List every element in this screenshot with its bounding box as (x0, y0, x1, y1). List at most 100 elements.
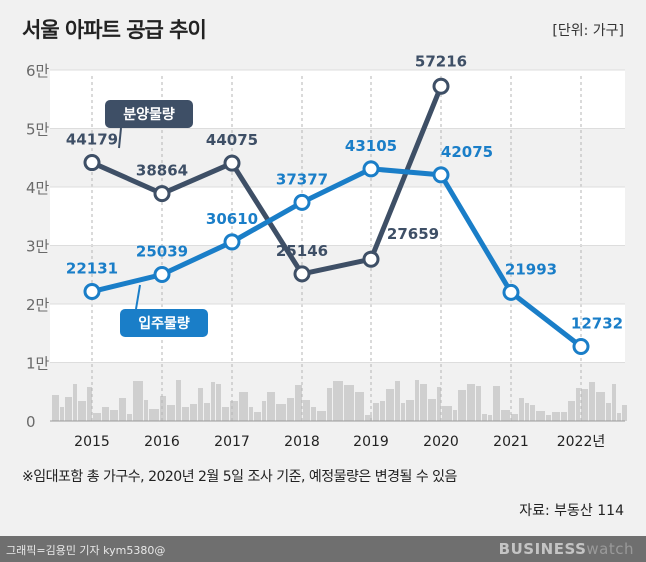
skyline-block (167, 405, 175, 421)
skyline-block (576, 388, 580, 421)
skyline-block (327, 388, 332, 421)
callout-box (120, 309, 208, 337)
skyline-block (420, 384, 427, 421)
skyline-block (589, 382, 595, 421)
skyline-block (344, 385, 354, 421)
skyline-block (546, 415, 551, 421)
y-tick-label: 1만 (26, 355, 50, 373)
skyline-block (78, 401, 86, 421)
x-axis: 2015 2016 2017 2018 2019 2020 2021 2022년 (74, 434, 605, 450)
skyline-block (254, 412, 261, 421)
skyline-block (52, 395, 59, 421)
skyline-block (65, 397, 72, 421)
skyline-block (211, 382, 215, 421)
skyline-block (222, 407, 229, 421)
y-tick-label: 5만 (26, 121, 50, 139)
skyline-block (102, 407, 109, 421)
skyline-block (317, 411, 326, 421)
callout-pointer (118, 127, 122, 149)
skyline-block (365, 415, 372, 421)
data-point (432, 166, 450, 184)
data-point (83, 154, 101, 172)
skyline-block (267, 392, 275, 421)
x-tick-label: 2022년 (557, 434, 606, 450)
skyline-block (149, 409, 159, 421)
skyline-block (493, 386, 500, 421)
data-label: 37377 (276, 170, 328, 188)
skyline-block (581, 389, 588, 421)
skyline-block (93, 413, 101, 421)
data-label: 30610 (206, 210, 258, 228)
skyline-block (182, 407, 189, 421)
skyline-block (511, 414, 518, 421)
data-label: 12732 (571, 315, 623, 333)
skyline-block (561, 412, 567, 421)
skyline-block (428, 399, 436, 421)
series-lines (90, 85, 583, 349)
data-point (83, 283, 101, 301)
skyline-block (395, 381, 400, 421)
x-tick-label: 2018 (284, 434, 320, 450)
data-point (153, 185, 171, 203)
grid-band (50, 187, 625, 246)
callout-pointer (135, 284, 141, 310)
skyline-block (596, 392, 605, 421)
footnote: ※임대포함 총 가구수, 2020년 2월 5일 조사 기준, 예정물량은 변경… (22, 469, 457, 485)
brand-logo: BUSINESSwatch (499, 540, 634, 558)
callout-box (105, 100, 193, 128)
data-point (293, 193, 311, 211)
skyline-block (617, 413, 621, 421)
skyline-block (401, 403, 405, 421)
footer-bar: 그래픽=김용민 기자 kym5380@ BUSINESSwatch (0, 536, 646, 562)
data-label: 21993 (505, 260, 557, 278)
skyline-block (482, 414, 487, 421)
skyline-block (525, 403, 529, 421)
y-tick-label: 2만 (26, 296, 50, 314)
data-label: 44075 (206, 131, 258, 149)
skyline-block (536, 411, 545, 421)
data-point (293, 265, 311, 283)
skyline-block (295, 385, 302, 421)
skyline-block (501, 410, 510, 421)
skyline-block (355, 392, 364, 421)
skyline-block (373, 403, 379, 421)
data-label: 44179 (66, 131, 118, 149)
data-label: 27659 (387, 225, 439, 243)
skyline-block (458, 390, 466, 421)
skyline-block (519, 398, 524, 421)
data-point (362, 160, 380, 178)
skyline-block (87, 387, 92, 421)
y-tick-label: 4만 (26, 179, 50, 197)
skyline-block (144, 400, 148, 421)
skyline-block (606, 403, 611, 421)
data-point (502, 283, 520, 301)
series-line (90, 85, 444, 277)
skyline-block (133, 381, 143, 421)
skyline-block (239, 392, 248, 421)
y-axis: 0 1만 2만 3만 4만 5만 6만 (26, 62, 625, 431)
data-labels: 44179 38864 44075 25146 27659 57216 22131 25039… (66, 52, 623, 332)
skyline-block (262, 401, 266, 421)
skyline-block (488, 415, 492, 421)
skyline-block (303, 400, 310, 421)
skyline-block (60, 407, 64, 421)
skyline-block (622, 405, 627, 421)
skyline-block (380, 401, 385, 421)
data-point (362, 250, 380, 268)
series-line (91, 166, 583, 349)
x-tick-label: 2017 (214, 434, 250, 450)
skyline-block (612, 384, 616, 421)
y-tick-label: 6만 (26, 62, 50, 80)
skyline-block (467, 384, 475, 421)
skyline-block (442, 406, 452, 421)
data-point (432, 77, 450, 95)
x-tick-label: 2021 (493, 434, 529, 450)
skyline-decoration (52, 380, 627, 421)
series-name-label: 입주물량 (138, 316, 190, 332)
credit-text: 그래픽=김용민 기자 kym5380@ (6, 544, 166, 557)
data-point (223, 154, 241, 172)
x-tick-label: 2016 (144, 434, 180, 450)
skyline-block (453, 410, 457, 421)
